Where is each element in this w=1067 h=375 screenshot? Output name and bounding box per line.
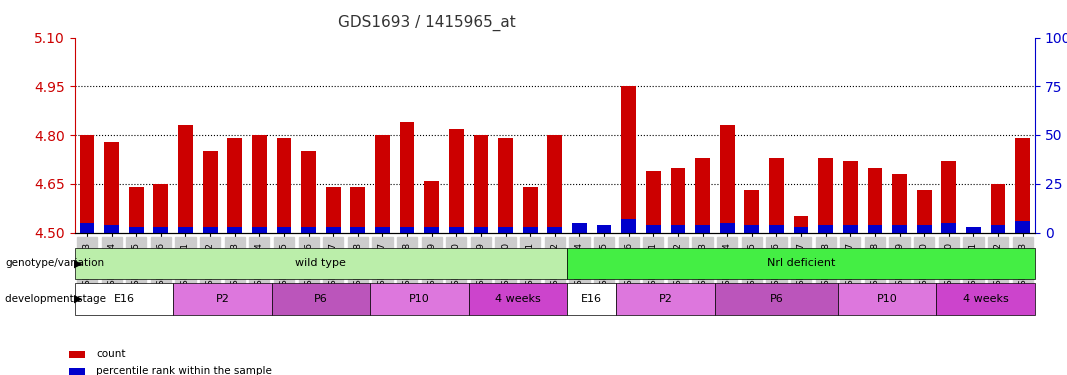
Bar <box>203 226 218 232</box>
Bar <box>867 168 882 232</box>
Bar <box>769 158 784 232</box>
Text: ▶: ▶ <box>74 258 82 268</box>
Text: Nrl deficient: Nrl deficient <box>767 258 835 268</box>
Text: wild type: wild type <box>296 258 347 268</box>
Bar <box>425 226 440 232</box>
Bar <box>769 225 784 232</box>
Bar <box>818 158 833 232</box>
Bar <box>350 187 365 232</box>
Bar <box>203 151 218 232</box>
Bar <box>696 225 710 232</box>
Text: P2: P2 <box>216 294 229 304</box>
Text: 4 weeks: 4 weeks <box>495 294 541 304</box>
Bar <box>745 225 760 232</box>
Bar <box>276 226 291 232</box>
Bar <box>400 122 414 232</box>
Bar <box>646 171 660 232</box>
Bar <box>966 229 981 232</box>
Bar <box>670 168 685 232</box>
Bar <box>745 190 760 232</box>
Text: GDS1693 / 1415965_at: GDS1693 / 1415965_at <box>338 15 515 31</box>
Bar <box>325 187 340 232</box>
Bar <box>376 135 389 232</box>
Text: P6: P6 <box>314 294 328 304</box>
Bar <box>276 138 291 232</box>
Bar <box>400 226 414 232</box>
Bar <box>523 187 538 232</box>
Bar <box>1016 221 1030 232</box>
Text: E16: E16 <box>113 294 134 304</box>
Bar <box>990 184 1005 232</box>
Bar <box>843 225 858 232</box>
Bar <box>129 187 144 232</box>
Bar <box>670 225 685 232</box>
Bar <box>129 226 144 232</box>
Bar <box>154 184 169 232</box>
Bar <box>547 226 562 232</box>
Bar <box>325 226 340 232</box>
Bar <box>252 226 267 232</box>
Text: P6: P6 <box>769 294 783 304</box>
Bar <box>178 125 193 232</box>
Bar <box>990 225 1005 232</box>
Bar <box>498 226 513 232</box>
Bar <box>498 138 513 232</box>
Bar <box>449 129 464 232</box>
Bar <box>449 226 464 232</box>
Bar <box>720 125 734 232</box>
Bar <box>301 226 316 232</box>
Text: P10: P10 <box>409 294 430 304</box>
Bar <box>474 135 489 232</box>
Bar <box>572 223 587 232</box>
Text: percentile rank within the sample: percentile rank within the sample <box>96 366 272 375</box>
Text: 4 weeks: 4 weeks <box>962 294 1008 304</box>
Bar <box>105 141 120 232</box>
Bar <box>80 135 94 232</box>
Bar <box>350 226 365 232</box>
Bar <box>917 225 931 232</box>
Bar <box>843 161 858 232</box>
Bar <box>376 226 389 232</box>
Bar <box>941 161 956 232</box>
Bar <box>867 225 882 232</box>
Bar <box>547 135 562 232</box>
Bar <box>227 138 242 232</box>
Bar <box>596 226 611 232</box>
Bar <box>227 226 242 232</box>
Bar <box>941 223 956 232</box>
Bar <box>720 223 734 232</box>
Bar <box>1016 138 1030 232</box>
Bar <box>917 190 931 232</box>
Bar <box>892 174 907 232</box>
Bar <box>301 151 316 232</box>
Bar <box>572 226 587 232</box>
Bar <box>966 226 981 232</box>
Bar <box>523 226 538 232</box>
Bar <box>892 225 907 232</box>
Bar <box>818 225 833 232</box>
Bar <box>154 226 169 232</box>
Bar <box>621 219 636 232</box>
Text: E16: E16 <box>582 294 602 304</box>
Bar <box>794 226 809 232</box>
Text: P10: P10 <box>877 294 897 304</box>
Bar <box>621 86 636 232</box>
Bar <box>596 225 611 232</box>
Bar <box>178 226 193 232</box>
Bar <box>474 226 489 232</box>
Bar <box>696 158 710 232</box>
Bar <box>425 180 440 232</box>
Bar <box>646 225 660 232</box>
Text: ▶: ▶ <box>74 294 82 304</box>
Bar <box>105 225 120 232</box>
Bar <box>794 216 809 232</box>
Text: P2: P2 <box>658 294 672 304</box>
Bar <box>252 135 267 232</box>
Bar <box>80 223 94 232</box>
Text: count: count <box>96 350 126 359</box>
Text: development stage: development stage <box>5 294 107 304</box>
Text: genotype/variation: genotype/variation <box>5 258 105 268</box>
